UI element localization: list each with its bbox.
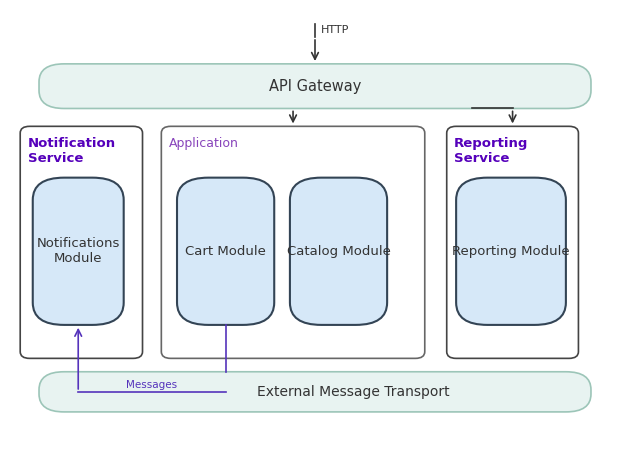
FancyBboxPatch shape [161, 126, 425, 358]
FancyBboxPatch shape [290, 178, 387, 325]
Text: Notifications
Module: Notifications Module [37, 237, 120, 265]
FancyBboxPatch shape [39, 64, 591, 109]
Text: Reporting Module: Reporting Module [452, 245, 570, 258]
FancyBboxPatch shape [39, 372, 591, 412]
Text: Catalog Module: Catalog Module [287, 245, 391, 258]
Text: HTTP: HTTP [321, 26, 350, 35]
FancyBboxPatch shape [456, 178, 566, 325]
FancyBboxPatch shape [33, 178, 123, 325]
Text: Cart Module: Cart Module [185, 245, 266, 258]
FancyBboxPatch shape [20, 126, 142, 358]
Text: Application: Application [169, 137, 239, 150]
Text: Notification
Service: Notification Service [28, 137, 116, 166]
Text: API Gateway: API Gateway [269, 79, 361, 94]
Text: External Message Transport: External Message Transport [257, 385, 450, 399]
FancyBboxPatch shape [447, 126, 578, 358]
Text: Messages: Messages [127, 380, 178, 390]
Text: Reporting
Service: Reporting Service [454, 137, 529, 166]
FancyBboxPatch shape [177, 178, 274, 325]
